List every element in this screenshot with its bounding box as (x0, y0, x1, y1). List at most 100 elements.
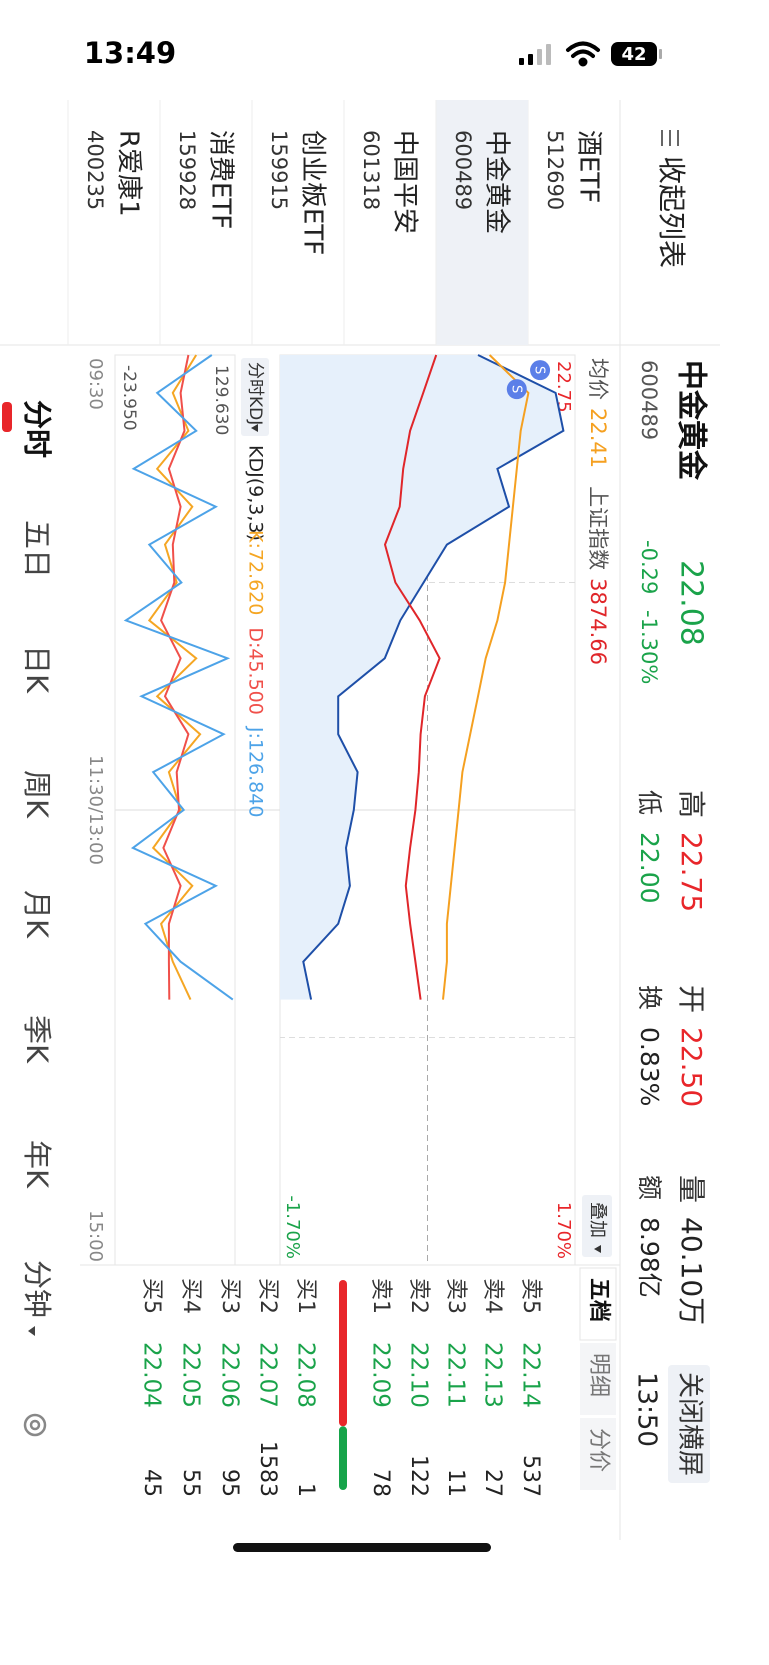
bid-strength-bar (339, 1280, 347, 1427)
overlay-button[interactable] (582, 1195, 612, 1257)
orderbook-label: 卖1 (368, 1278, 393, 1314)
kdj-legend: D:45.500 (245, 627, 267, 715)
kdj-selector-label[interactable]: 分时KDJ (245, 362, 265, 425)
list-item-code[interactable]: 400235 (83, 130, 107, 210)
kdj-title: KDJ(9,3,3) (245, 445, 267, 541)
kdj-selector[interactable] (241, 358, 269, 436)
orderbook-tab-label[interactable]: 明细 (586, 1353, 611, 1397)
series-line (302, 354, 565, 1000)
list-item-code[interactable]: 512690 (543, 130, 567, 210)
list-item-code[interactable]: 159928 (175, 130, 199, 210)
period-tab[interactable]: 分时 (20, 400, 54, 458)
orderbook-label: 卖3 (443, 1278, 468, 1314)
period-tab[interactable]: 五日 (20, 520, 54, 578)
orderbook-volume: 1 (293, 1483, 318, 1497)
orderbook-label: 买5 (139, 1278, 164, 1314)
stat-value: 8.98亿 (635, 1217, 664, 1298)
period-tab[interactable]: 分钟 (20, 1260, 54, 1318)
stat-label: 高 (675, 790, 708, 818)
stock-change-pct: -1.30% (637, 610, 661, 684)
home-indicator (233, 1543, 491, 1552)
orderbook-price: 22.05 (178, 1342, 204, 1408)
kdj-line (123, 354, 234, 1001)
orderbook-price: 22.13 (480, 1342, 506, 1408)
period-tab[interactable]: 月K (20, 890, 54, 939)
orderbook-label: 买1 (293, 1278, 318, 1314)
list-item-code[interactable]: 601318 (359, 130, 383, 210)
orderbook-volume: 1583 (255, 1441, 280, 1497)
landscape-app: 收起列表 中金黄金 600489 22.08 -0.29 -1.30% 关闭横屏… (0, 100, 720, 1540)
list-item-name[interactable]: 中国平安 (390, 130, 420, 234)
close-landscape-button[interactable] (668, 1365, 710, 1483)
signal-label: S (508, 385, 523, 393)
signal-marker (506, 379, 527, 400)
orderbook-volume: 122 (406, 1455, 431, 1497)
period-tab[interactable]: 日K (20, 645, 54, 694)
kdj-line (147, 354, 202, 1001)
y-tick-label: 22.75 (553, 361, 574, 413)
period-tab[interactable]: 年K (20, 1140, 54, 1189)
stock-code: 600489 (637, 360, 661, 440)
close-landscape-label[interactable]: 关闭横屏 (675, 1372, 705, 1476)
period-tab[interactable]: 周K (20, 770, 54, 819)
kdj-legend: K:72.620 (245, 530, 267, 615)
list-item-name[interactable]: 酒ETF (574, 130, 604, 203)
orderbook-tab-label[interactable]: 分价 (586, 1428, 611, 1472)
stat-label: 换 (635, 985, 664, 1010)
stock-change: -0.29 (637, 540, 661, 594)
overlay-caret[interactable] (594, 1245, 601, 1253)
list-item-name[interactable]: 消费ETF (206, 130, 236, 229)
y2-tick-label: 1.70% (553, 1202, 574, 1259)
orderbook-price: 22.06 (217, 1342, 243, 1408)
y2-tick-label: -1.70% (282, 1195, 303, 1259)
list-toggle[interactable]: 收起列表 (655, 156, 688, 268)
background (0, 100, 720, 1540)
legend-name: 均价 (586, 358, 610, 400)
settings-icon[interactable] (23, 1413, 47, 1437)
kdj-legend: J:126.840 (245, 726, 267, 818)
period-tab[interactable]: 季K (20, 1015, 54, 1064)
orderbook-price: 22.08 (293, 1342, 319, 1408)
list-item-code[interactable]: 600489 (451, 130, 475, 210)
stat-label: 低 (635, 790, 664, 815)
orderbook-tab[interactable] (580, 1343, 616, 1415)
list-item-code[interactable]: 159915 (267, 130, 291, 210)
legend-value: 22.41 (586, 408, 610, 468)
orderbook-tab[interactable] (580, 1418, 616, 1490)
orderbook-label: 卖5 (518, 1278, 543, 1314)
stat-label: 额 (635, 1175, 664, 1200)
orderbook-price: 22.09 (368, 1342, 394, 1408)
list-item-name[interactable]: 创业板ETF (298, 130, 328, 255)
kdj-selector-caret[interactable] (251, 424, 258, 432)
minute-tab-caret[interactable] (28, 1326, 35, 1336)
overlay-label[interactable]: 叠加 (587, 1202, 608, 1238)
stat-value: 0.83% (635, 1027, 664, 1106)
status-bar: 13:49 42 (84, 36, 662, 70)
stock-name: 中金黄金 (674, 360, 709, 481)
list-icon (661, 130, 679, 146)
orderbook-volume: 27 (480, 1469, 505, 1497)
orderbook-volume: 95 (217, 1469, 242, 1497)
legend-name: 上证指数 (586, 486, 610, 570)
signal-label: S (532, 366, 547, 374)
orderbook-tab-label[interactable]: 五档 (586, 1278, 611, 1322)
orderbook-price: 22.14 (518, 1342, 544, 1408)
x-tick-label: 09:30 (85, 358, 106, 410)
orderbook-volume: 537 (518, 1455, 543, 1497)
orderbook-label: 买3 (217, 1278, 242, 1314)
stat-value: 22.75 (675, 832, 708, 912)
orderbook-price: 22.11 (443, 1342, 469, 1408)
series-line (383, 354, 441, 1000)
ask-strength-bar (339, 1426, 347, 1491)
list-item-name[interactable]: R爱康1 (114, 130, 144, 217)
battery-level: 42 (621, 44, 646, 65)
clock: 13:50 (632, 1372, 662, 1447)
wifi-icon (566, 41, 600, 67)
orderbook-volume: 55 (178, 1469, 203, 1497)
app-canvas: 收起列表 中金黄金 600489 22.08 -0.29 -1.30% 关闭横屏… (0, 100, 720, 1540)
list-item-name[interactable]: 中金黄金 (482, 130, 512, 234)
x-tick-label: 15:00 (85, 1210, 106, 1262)
orderbook-label: 卖4 (480, 1278, 505, 1314)
orderbook-tab-active[interactable] (579, 1267, 617, 1341)
